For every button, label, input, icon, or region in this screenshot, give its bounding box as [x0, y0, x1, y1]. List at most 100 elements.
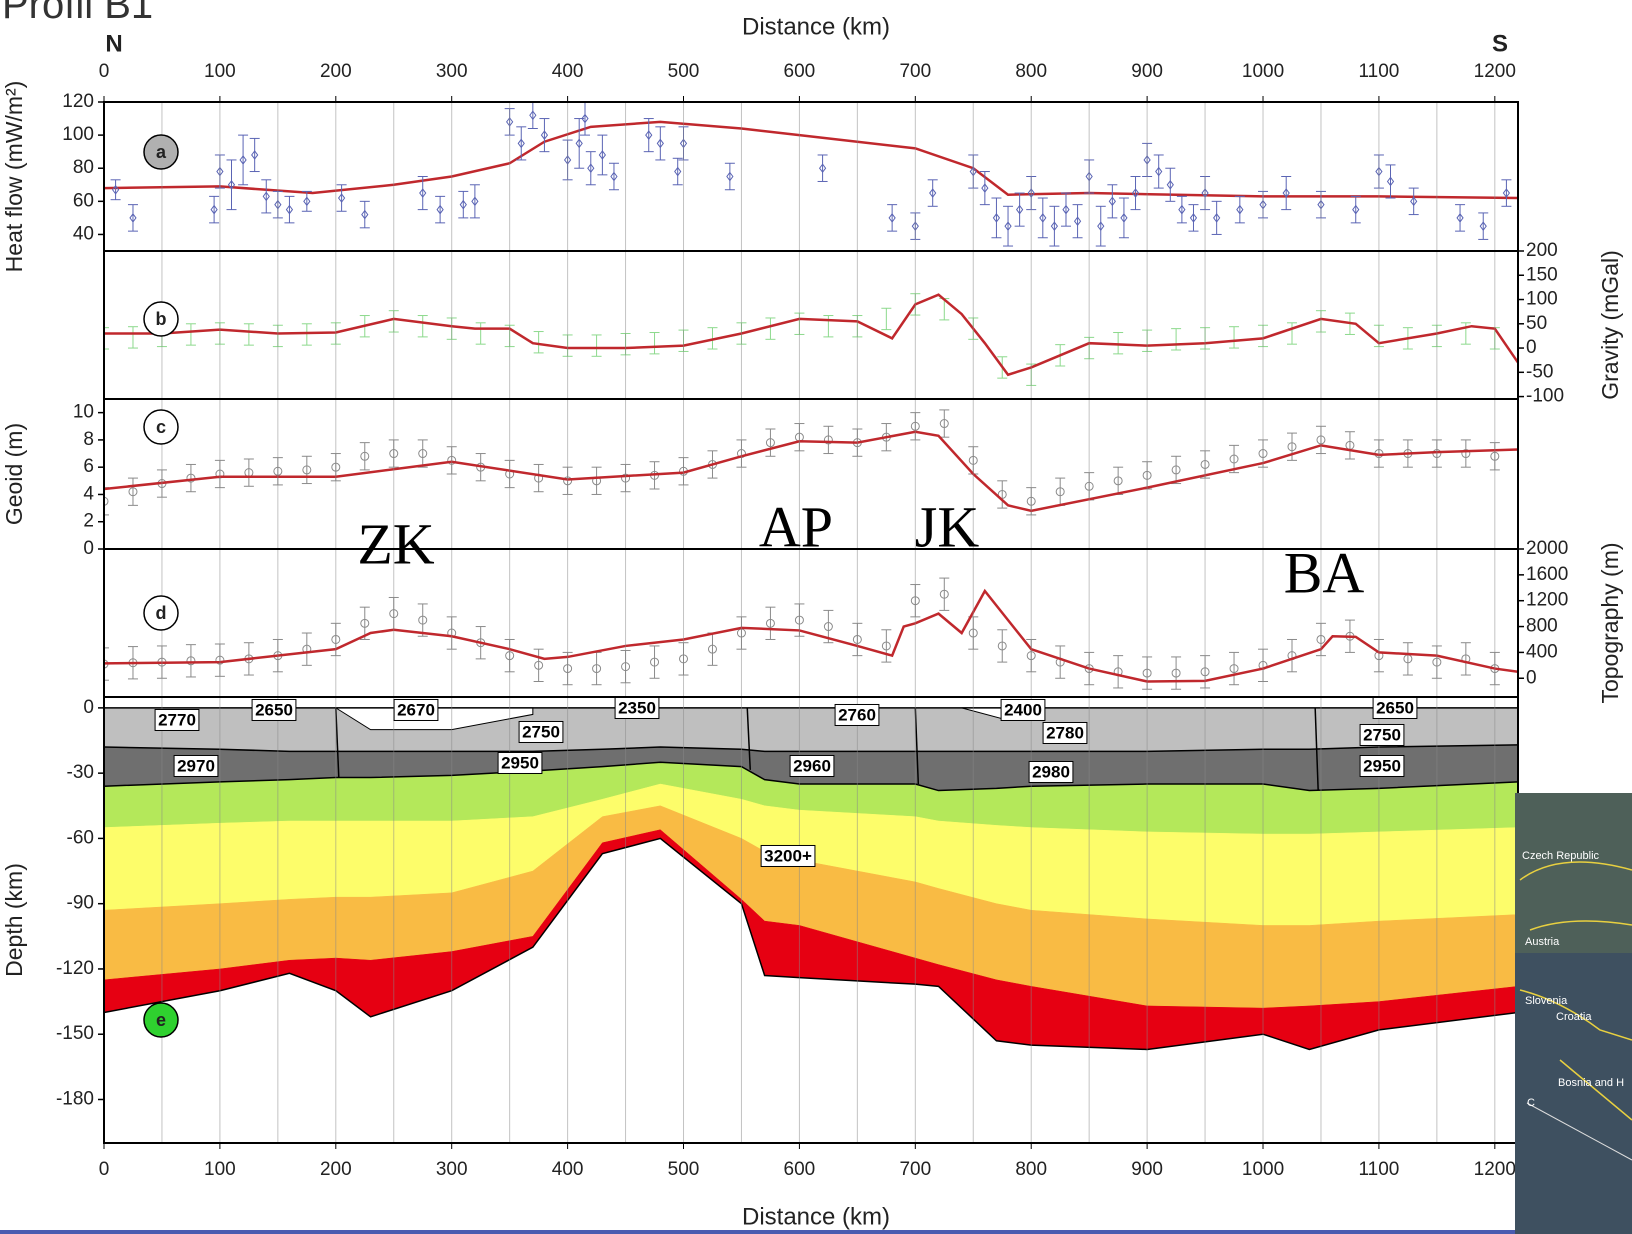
density-text: 2970: [177, 756, 215, 775]
region-label: AP: [759, 494, 833, 559]
y-tick-label: 4: [83, 483, 94, 504]
x-tick-label-top: 1000: [1242, 61, 1284, 82]
marker: [1456, 213, 1464, 223]
marker: [881, 641, 891, 651]
error-bar: [1176, 195, 1187, 224]
map-profile: [1526, 1102, 1632, 1161]
x-tick-label-bottom: 800: [1015, 1159, 1047, 1180]
density-text: 2670: [397, 700, 435, 719]
map-label: Austria: [1525, 936, 1560, 948]
marker: [1229, 664, 1239, 674]
map-land: [1515, 793, 1632, 953]
x-tick-label-top: 800: [1015, 61, 1047, 82]
y-tick-label: 100: [1526, 289, 1558, 310]
y-tick-label: -150: [56, 1023, 94, 1044]
x-tick-label-top: 300: [436, 61, 468, 82]
error-bar: [1014, 192, 1025, 227]
y-tick-label: 1600: [1526, 564, 1568, 585]
density-label: 2650: [1372, 696, 1418, 719]
error-bar: [533, 331, 544, 354]
error-bar: [979, 171, 990, 206]
y-tick-label: 10: [73, 402, 94, 423]
density-box: [760, 844, 816, 867]
error-bar: [1095, 205, 1106, 247]
error-bar: [765, 606, 776, 640]
y-tick-label: 400: [1526, 641, 1558, 662]
error-bar: [533, 463, 544, 493]
error-bar: [1171, 455, 1182, 485]
marker: [227, 179, 236, 190]
density-text: 2950: [1363, 756, 1401, 775]
y-tick-label: 8: [83, 429, 94, 450]
density-box: [1042, 721, 1088, 744]
error-bar: [185, 323, 196, 346]
marker: [818, 163, 827, 174]
density-text: 2960: [793, 756, 831, 775]
marker: [186, 473, 196, 483]
density-text: 2650: [255, 700, 293, 719]
marker: [587, 163, 595, 174]
y-tick-label: -90: [67, 893, 94, 914]
error-bar: [823, 425, 834, 455]
error-bar: [1229, 326, 1240, 349]
y-tick-label: -120: [56, 958, 94, 979]
model-line: [104, 120, 1518, 200]
error-bar: [597, 134, 608, 176]
fault: [746, 707, 752, 770]
error-bar: [417, 439, 428, 468]
error-bar: [458, 190, 469, 219]
density-box: [1000, 698, 1046, 721]
marker: [459, 199, 467, 210]
x-tick-label-bottom: 600: [784, 1159, 816, 1180]
fault: [1314, 707, 1319, 791]
x-tick-label-top: 200: [320, 61, 352, 82]
panel-letter-text: e: [156, 1010, 166, 1030]
error-bar: [539, 118, 550, 153]
error-bar: [127, 204, 138, 232]
density-label: 2350: [614, 696, 660, 719]
x-tick-label-top: 900: [1131, 61, 1163, 82]
error-bar: [672, 157, 683, 186]
error-bar: [1286, 432, 1297, 461]
marker: [1178, 204, 1186, 215]
error-bar: [1037, 197, 1048, 239]
y-tick-label: 150: [1526, 264, 1558, 285]
x-tick-label-bottom: 400: [552, 1159, 584, 1180]
error-bar: [1478, 212, 1489, 240]
error-bar: [817, 154, 828, 182]
error-bar: [1460, 642, 1471, 676]
density-box: [251, 698, 297, 721]
error-bar: [336, 184, 347, 212]
y-tick-label: 2000: [1526, 538, 1568, 559]
boundary-line: [104, 761, 1518, 792]
marker: [471, 196, 479, 207]
map-label: Slovenia: [1525, 995, 1568, 1007]
x-axis-label-bottom: Distance (km): [742, 1203, 890, 1230]
density-label: 2760: [834, 703, 880, 726]
marker: [1171, 668, 1181, 678]
error-bar: [1350, 195, 1361, 224]
layer: [104, 707, 1518, 752]
error-bar: [284, 195, 295, 224]
error-bar: [724, 162, 735, 191]
y-tick-label: 0: [83, 697, 94, 718]
boundary-line: [104, 744, 1518, 753]
error-bar: [1455, 204, 1466, 232]
error-bar: [1118, 197, 1129, 239]
density-box: [834, 703, 880, 726]
marker: [1166, 179, 1174, 190]
x-tick-label-top: 1100: [1358, 61, 1399, 82]
marker: [765, 438, 775, 448]
density-label: 2960: [789, 754, 835, 777]
marker: [418, 615, 428, 625]
panel-letter-text: c: [156, 417, 166, 437]
error-bar: [1171, 656, 1182, 690]
panel-letter-text: d: [156, 603, 167, 623]
error-bar: [243, 323, 254, 346]
marker: [1004, 221, 1012, 232]
error-bar: [1153, 154, 1164, 189]
marker: [360, 451, 370, 461]
error-bar: [1408, 187, 1419, 216]
error-bar: [1130, 176, 1141, 211]
panel-letter-circle: [143, 1002, 179, 1038]
